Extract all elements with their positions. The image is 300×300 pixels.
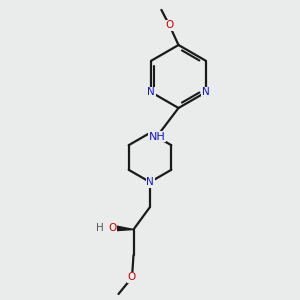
Text: NH: NH: [148, 131, 165, 142]
Text: N: N: [147, 87, 155, 97]
Polygon shape: [111, 225, 134, 231]
Text: O: O: [128, 272, 136, 283]
Text: O: O: [165, 20, 174, 31]
Text: H: H: [96, 223, 104, 233]
Text: N: N: [202, 87, 210, 97]
Text: N: N: [146, 177, 154, 187]
Text: O: O: [108, 223, 117, 233]
